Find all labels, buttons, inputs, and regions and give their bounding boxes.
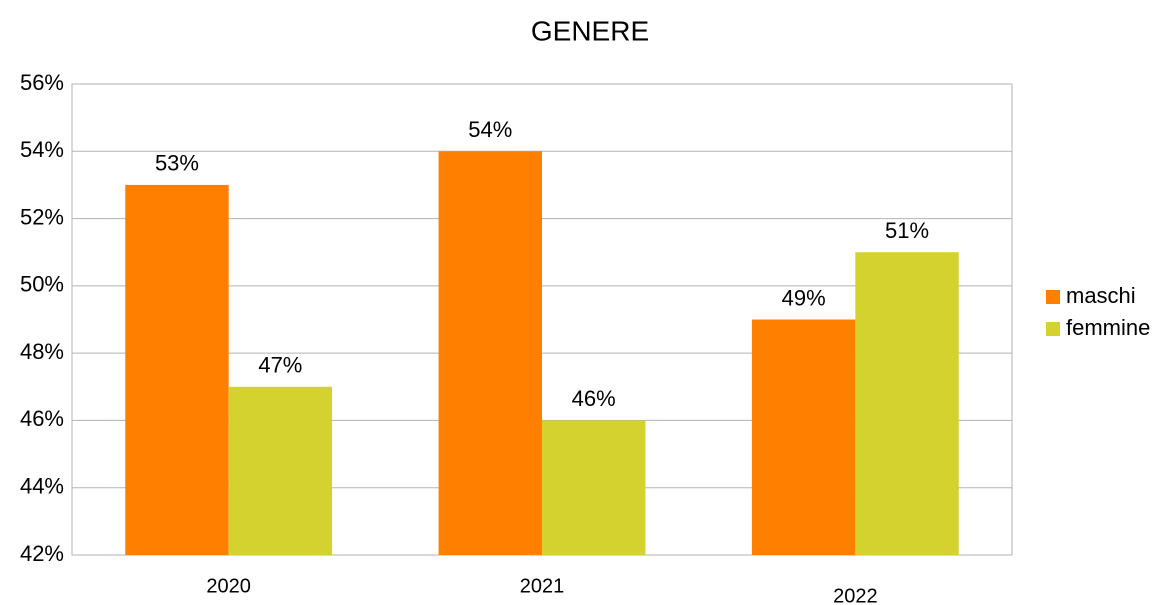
y-tick-label: 44% (20, 474, 64, 499)
y-tick-label: 54% (20, 137, 64, 162)
legend-label: femmine (1066, 315, 1150, 340)
legend-swatch (1046, 322, 1060, 336)
legend-swatch (1046, 290, 1060, 304)
value-label: 46% (572, 386, 616, 411)
value-label: 54% (468, 117, 512, 142)
x-tick-label: 2022 (833, 585, 878, 605)
y-tick-label: 50% (20, 272, 64, 297)
bar (751, 319, 856, 555)
value-label: 47% (258, 353, 302, 378)
bar (438, 151, 542, 556)
y-tick-label: 48% (20, 339, 64, 364)
bar (228, 386, 333, 555)
bar (542, 420, 646, 555)
x-tick-label: 2021 (520, 575, 565, 597)
y-tick-label: 42% (20, 541, 64, 566)
x-tick-label: 2020 (206, 575, 251, 597)
chart-title: GENERE (531, 15, 649, 46)
legend-label: maschi (1066, 283, 1136, 308)
y-tick-label: 46% (20, 406, 64, 431)
value-label: 51% (885, 218, 929, 243)
bar (855, 252, 959, 555)
value-label: 49% (782, 285, 826, 310)
y-tick-label: 56% (20, 70, 64, 95)
y-tick-label: 52% (20, 204, 64, 229)
bar (125, 184, 229, 555)
value-label: 53% (155, 151, 199, 176)
